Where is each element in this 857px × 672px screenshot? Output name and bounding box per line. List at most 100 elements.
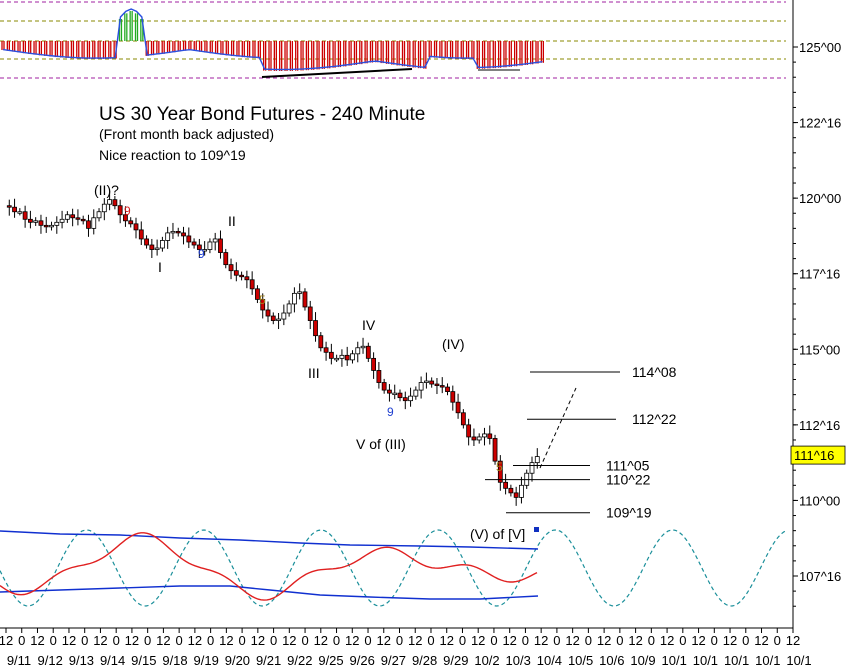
candle-body — [223, 252, 229, 266]
candle-body — [439, 385, 445, 388]
candle-body — [6, 205, 12, 208]
candle-body — [80, 218, 86, 222]
price-panel: 114^08112^22111^05110^22109^19(II)?IIIII… — [6, 182, 677, 542]
x-hour-label: 12 — [502, 633, 516, 648]
x-hour-label: 0 — [301, 633, 308, 648]
candle-body — [64, 214, 70, 220]
x-hour-label: 12 — [93, 633, 107, 648]
candle-body — [392, 392, 398, 396]
wave-label: V of (III) — [356, 436, 406, 452]
x-date-label: 10/1 — [662, 653, 687, 668]
upper-histogram-panel — [0, 1, 786, 79]
candle-body — [186, 235, 192, 243]
x-hour-label: 0 — [81, 633, 88, 648]
candle-body — [165, 232, 171, 241]
candle-body — [487, 433, 493, 439]
candle-body — [175, 230, 181, 234]
candle-body — [54, 221, 60, 226]
x-date-label: 9/12 — [38, 653, 63, 668]
x-date-label: 10/6 — [599, 653, 624, 668]
x-hour-label: 12 — [597, 633, 611, 648]
x-date-label: 10/1 — [693, 653, 718, 668]
x-date-label: 9/21 — [256, 653, 281, 668]
x-hour-label: 12 — [471, 633, 485, 648]
candle-body — [249, 279, 255, 290]
x-hour-label: 0 — [616, 633, 623, 648]
candle-body — [455, 401, 461, 414]
x-hour-label: 12 — [125, 633, 139, 648]
candle-body — [33, 220, 39, 223]
candle-body — [170, 230, 176, 234]
x-hour-label: 0 — [207, 633, 214, 648]
projection-line — [539, 387, 577, 469]
x-hour-label: 12 — [377, 633, 391, 648]
x-date-label: 9/20 — [225, 653, 250, 668]
x-hour-label: 12 — [314, 633, 328, 648]
wave-label: IV — [362, 317, 376, 333]
candle-body — [418, 382, 424, 391]
divergence-line — [261, 68, 413, 78]
y-tick-label: 115^00 — [799, 342, 840, 357]
y-tick-label: 112^16 — [799, 418, 840, 433]
x-date-label: 9/14 — [100, 653, 125, 668]
candle-body — [376, 370, 382, 383]
chart-subtitle: (Front month back adjusted) — [99, 126, 275, 142]
candle-body — [381, 382, 387, 391]
candle-body — [149, 244, 155, 250]
candle-body — [344, 354, 350, 361]
x-date-label: 10/1 — [786, 653, 811, 668]
candle-body — [508, 487, 514, 494]
x-hour-label: 12 — [30, 633, 44, 648]
x-hour-label: 12 — [62, 633, 76, 648]
x-hour-label: 0 — [144, 633, 151, 648]
candle-body — [286, 303, 292, 314]
x-hour-label: 0 — [427, 633, 434, 648]
candle-body — [302, 291, 308, 308]
y-tick-label: 110^00 — [799, 493, 840, 508]
candle-body — [482, 433, 487, 438]
x-hour-label: 12 — [660, 633, 674, 648]
x-date-label: 9/25 — [318, 653, 343, 668]
x-hour-label: 12 — [723, 633, 737, 648]
candle-body — [112, 199, 118, 207]
x-hour-label: 0 — [113, 633, 120, 648]
x-hour-label: 0 — [364, 633, 371, 648]
x-hour-label: 12 — [188, 633, 202, 648]
candle-body — [128, 220, 134, 225]
candle-body — [360, 345, 366, 349]
x-date-label: 10/9 — [630, 653, 655, 668]
candle-body — [265, 309, 271, 317]
chart-note: Nice reaction to 109^19 — [99, 147, 246, 163]
x-hour-label: 0 — [176, 633, 183, 648]
cycle-projection — [0, 529, 787, 607]
price-level-label: 110^22 — [606, 472, 651, 488]
candle-body — [355, 347, 361, 355]
count-label: 9 — [124, 204, 131, 218]
x-date-label: 9/28 — [412, 653, 437, 668]
upper-oscillator-line — [2, 8, 543, 71]
candle-body — [159, 240, 165, 249]
candle-body — [513, 492, 519, 498]
candle-body — [43, 224, 49, 228]
price-level-label: 114^08 — [632, 364, 677, 380]
y-tick-label: 125^00 — [799, 40, 841, 55]
candle-body — [123, 214, 128, 222]
candle-body — [239, 274, 245, 278]
x-date-label: 10/1 — [724, 653, 749, 668]
lower-cycle-panel — [0, 529, 787, 607]
candle-body — [107, 199, 112, 205]
candle-body — [339, 354, 345, 359]
candle-body — [101, 203, 107, 213]
candle-body — [281, 312, 287, 320]
candle-body — [519, 484, 524, 498]
x-hour-label: 12 — [251, 633, 265, 648]
y-tick-label: 120^00 — [799, 191, 841, 206]
candle-body — [218, 238, 223, 253]
candle-body — [334, 357, 340, 361]
candle-body — [497, 460, 503, 483]
candle-body — [313, 320, 318, 337]
price-level-label: 112^22 — [632, 411, 677, 427]
candle-body — [207, 241, 213, 250]
x-date-label: 9/18 — [162, 653, 187, 668]
